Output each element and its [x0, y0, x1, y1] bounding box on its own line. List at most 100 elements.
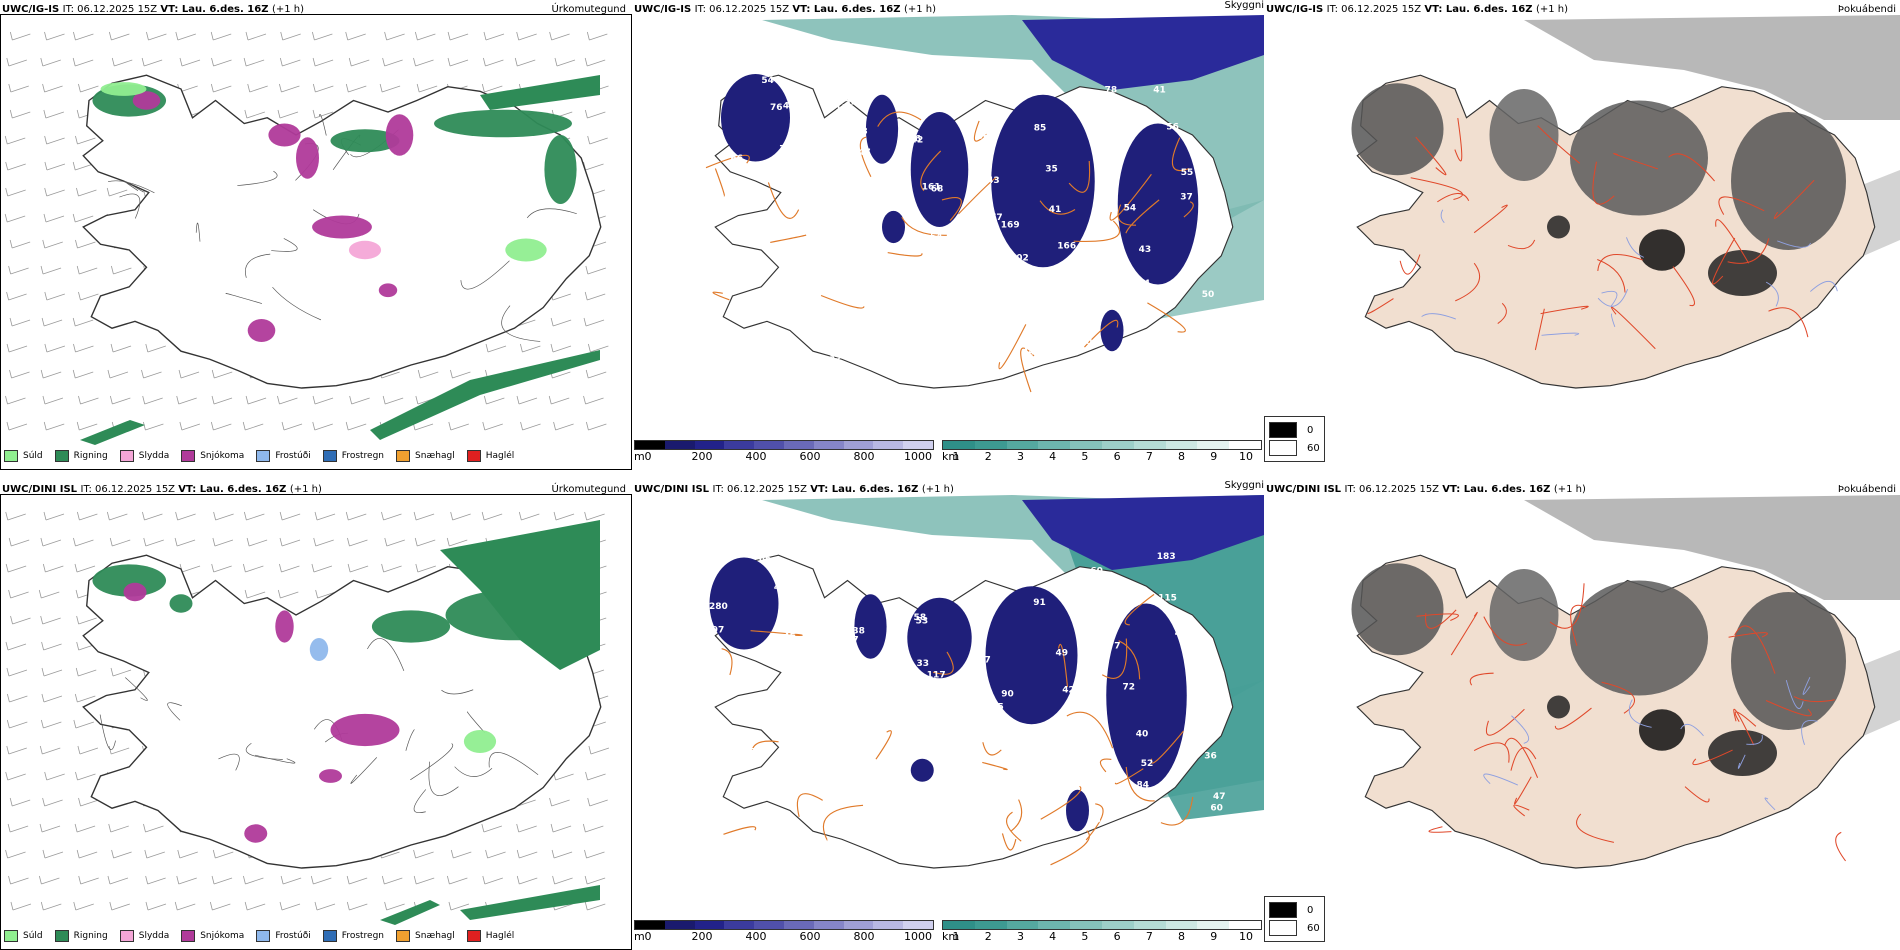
colorbar-tick-label: 400 — [745, 450, 767, 463]
precip-type-map — [4, 31, 609, 445]
visibility-value-label: 52 — [786, 191, 799, 201]
valid-time: Lau. 6.des. 16Z — [1445, 4, 1536, 15]
fog-area — [1547, 215, 1570, 239]
visibility-value-label: 41 — [1153, 85, 1166, 95]
visibility-value-label: 183 — [1157, 552, 1176, 562]
precip-type-panel: UWC/IG-IS IT: 06.12.2025 15Z VT: Lau. 6.… — [0, 0, 632, 470]
road-line — [1073, 220, 1120, 242]
visibility-value-label: 48 — [950, 830, 963, 840]
panel-title: Úrkomutegund — [551, 484, 626, 495]
panel-header: UWC/DINI ISL IT: 06.12.2025 15Z VT: Lau.… — [1266, 484, 1586, 495]
colorbar-tick-label: 9 — [1210, 450, 1218, 463]
visibility-map: 3947383390585247457953674240364048504449… — [632, 494, 1264, 950]
colorbar-tick-label: 200 — [691, 450, 713, 463]
visibility-value-label: 68 — [852, 665, 865, 675]
precip-area — [385, 114, 414, 156]
fog-area — [1547, 695, 1570, 719]
visibility-value-label: 42 — [1062, 686, 1075, 696]
road-line — [750, 630, 803, 636]
legend-swatch — [322, 930, 337, 942]
fog-area — [1731, 112, 1846, 250]
road-line — [887, 252, 923, 257]
valid-time-label: VT: — [1442, 484, 1464, 495]
visibility-value-label: 43 — [739, 230, 752, 240]
road-line — [1084, 319, 1119, 348]
colorbar-tick-label: 9 — [1210, 930, 1218, 943]
visibility-value-label: 50 — [755, 267, 768, 277]
road-line — [712, 291, 730, 301]
road-line — [1793, 696, 1835, 703]
fog-area — [1489, 89, 1559, 181]
colorbar-tick-label: 7 — [1145, 930, 1153, 943]
fog-area — [1489, 569, 1559, 661]
precip-area — [244, 824, 268, 843]
visibility-value-label: 161 — [922, 183, 941, 193]
visibility-value-label: 44 — [972, 618, 985, 628]
road-line — [1514, 776, 1532, 805]
visibility-value-label: 56 — [964, 88, 977, 98]
visibility-value-label: 46 — [908, 135, 921, 145]
road-line — [1057, 643, 1069, 688]
road-line — [1367, 298, 1394, 314]
road-line — [1576, 813, 1615, 843]
visibility-value-label: 36 — [1143, 815, 1156, 825]
legend-item: Frostregn — [322, 450, 384, 462]
legend-label: Haglél — [485, 931, 515, 941]
visibility-value-label: 37 — [757, 328, 770, 338]
road-line — [1507, 239, 1536, 250]
visibility-value-label: 48 — [820, 838, 833, 848]
low-visibility-area — [1066, 789, 1089, 832]
road-line — [1171, 137, 1190, 171]
legend-label: Slydda — [138, 451, 170, 461]
legend-item: Snæhagl — [396, 930, 455, 942]
visibility-value-label: 33 — [1003, 296, 1016, 306]
visibility-value-label: 169 — [1001, 221, 1020, 231]
visibility-labels: 674 76 168 161 169 166 44 42 52 51 46 43 41 43 50 37 39 3… — [698, 62, 1236, 379]
visibility-value-label: 59 — [737, 196, 750, 206]
colorbar-tick-label: 6 — [1113, 930, 1121, 943]
init-time: IT: 06.12.2025 15Z — [1326, 4, 1425, 15]
precip-area — [463, 730, 497, 753]
road-line — [1020, 347, 1035, 393]
visibility-value-label: 76 — [770, 103, 783, 113]
road-line — [1513, 804, 1530, 817]
road-line — [1733, 708, 1755, 746]
road-line — [1425, 609, 1457, 629]
visibility-value-label: 122 — [876, 704, 895, 714]
colorbar-tick-label: 3 — [1016, 450, 1024, 463]
visibility-value-label: 42 — [911, 136, 924, 146]
visibility-value-label: 60 — [1090, 567, 1103, 577]
river-line — [1440, 209, 1445, 224]
init-time: IT: 06.12.2025 15Z — [712, 484, 811, 495]
fog-legend-item: 60 — [1269, 439, 1320, 457]
visibility-value-label: 35 — [1045, 165, 1058, 175]
visibility-value-label: 68 — [931, 185, 944, 195]
legend-item: Slydda — [119, 450, 170, 462]
visibility-value-label: 53 — [1031, 572, 1044, 582]
road-line — [1455, 262, 1480, 302]
visibility-value-label: 37 — [1180, 193, 1193, 203]
colorbar-tick-label: 8 — [1178, 450, 1186, 463]
lead-time: (+1 h) — [289, 484, 322, 495]
road-line — [1765, 700, 1812, 717]
init-time: IT: 06.12.2025 15Z — [1344, 484, 1443, 495]
visibility-value-label: 77 — [1108, 642, 1121, 652]
panel-title: Þokuábendi — [1837, 484, 1896, 495]
road-line — [1124, 593, 1155, 626]
road-line — [1537, 125, 1581, 164]
river-line — [1785, 680, 1804, 709]
fog-area — [1570, 580, 1708, 696]
road-line — [1611, 306, 1656, 350]
visibility-value-label: 58 — [1059, 730, 1072, 740]
road-line — [1006, 811, 1022, 842]
legend-item: Snjókoma — [181, 930, 244, 942]
lead-time: (+1 h) — [1553, 484, 1586, 495]
road-line — [1715, 219, 1750, 264]
road-line — [1125, 199, 1160, 234]
legend-item: Rigning — [54, 930, 108, 942]
visibility-value-label: 42 — [1211, 315, 1224, 325]
river-line — [1746, 734, 1763, 745]
legend-label: Snjókoma — [200, 451, 245, 461]
road-line — [1183, 201, 1194, 218]
road-line — [1125, 766, 1155, 802]
